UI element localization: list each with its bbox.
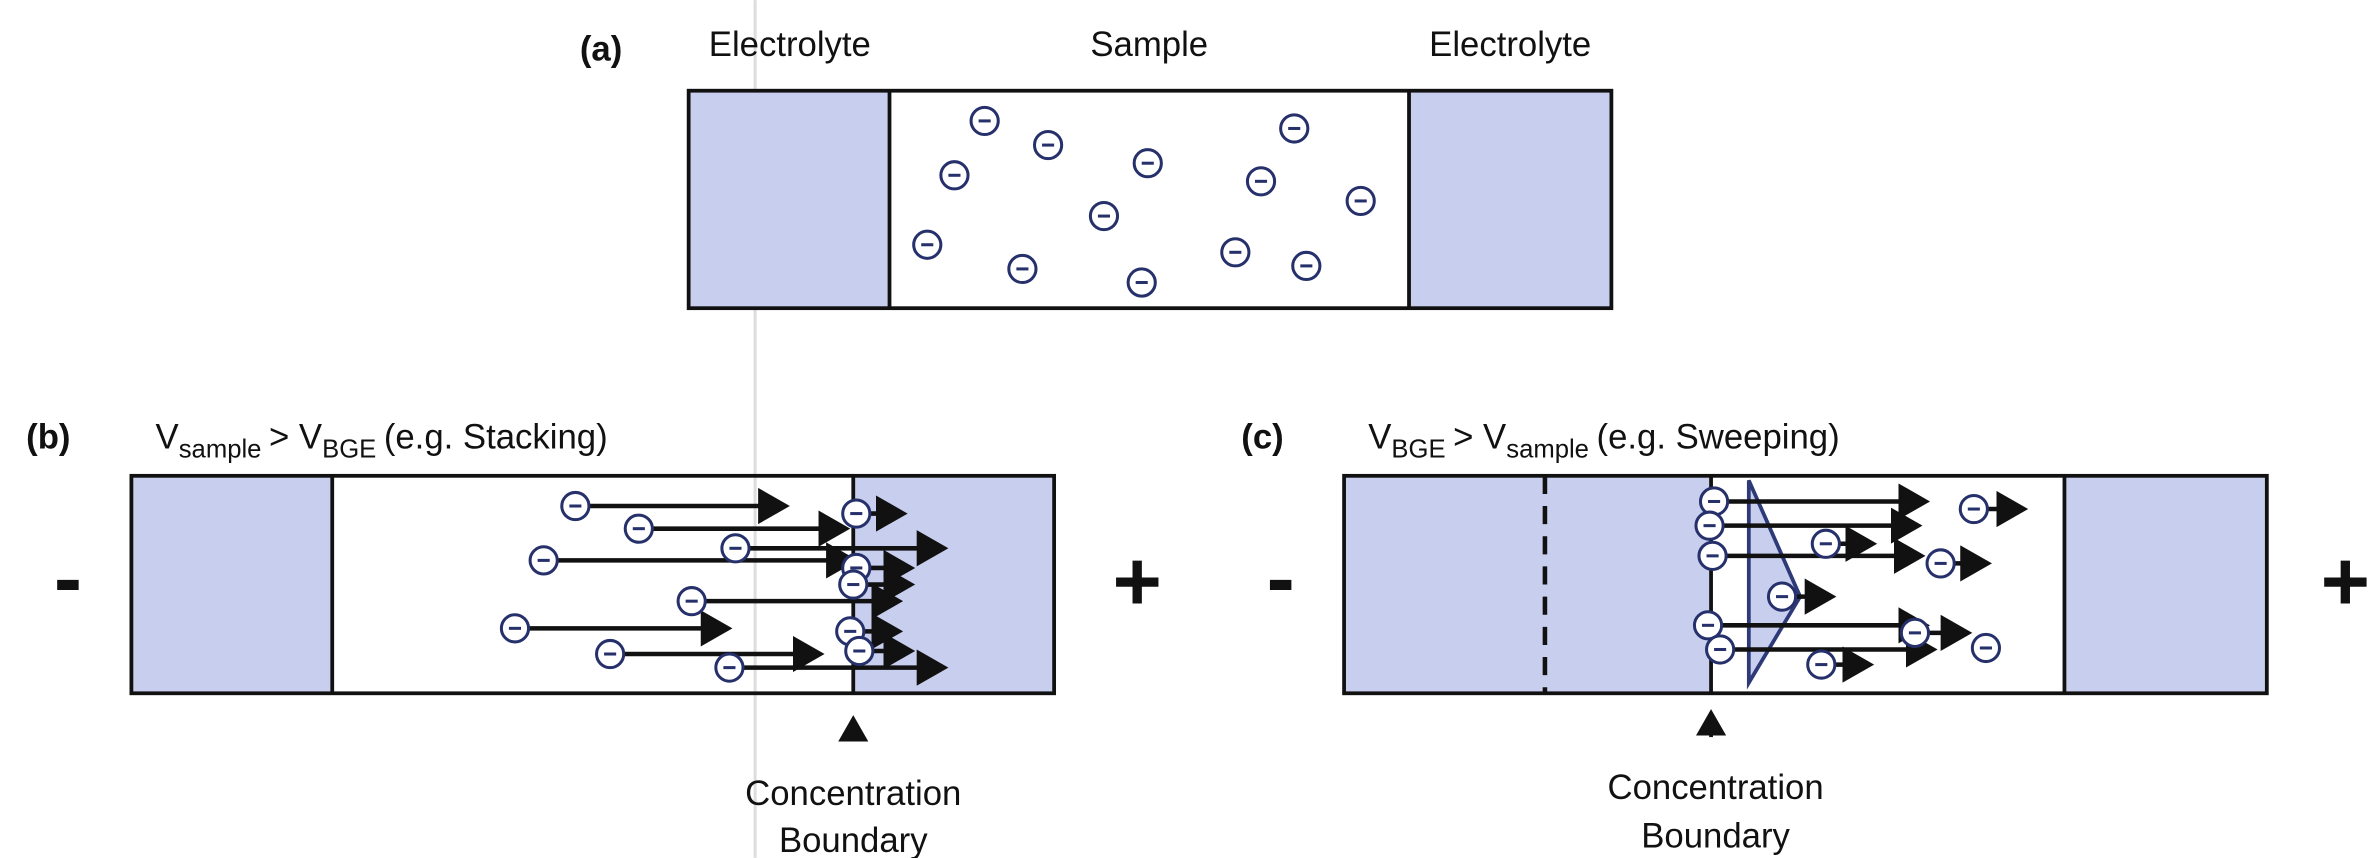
condition-note: (e.g. Stacking)	[384, 419, 608, 457]
zone-heading: Sample	[1090, 26, 1208, 64]
zone-heading: Electrolyte	[709, 26, 871, 64]
condition-part: > V	[269, 419, 322, 457]
electrolyte-zone	[2064, 476, 2266, 693]
panel-label: (c)	[1241, 419, 1283, 457]
electrolyte-zone	[1344, 476, 1711, 693]
condition-subscript: BGE	[1391, 436, 1445, 464]
panel-label: (a)	[580, 31, 622, 69]
condition-part: V	[1368, 419, 1391, 457]
condition-part: V	[156, 419, 179, 457]
page: (a) Electrolyte Sample Electrolyte (b) V…	[0, 0, 2368, 858]
electrolyte-zone	[689, 91, 890, 308]
condition-subscript: BGE	[322, 436, 376, 464]
electrode-sign: -	[1267, 530, 1295, 625]
electrode-sign: +	[2321, 533, 2368, 628]
electrode-sign: +	[1112, 533, 1161, 628]
condition-subscript: sample	[179, 436, 262, 464]
condition-part: > V	[1453, 419, 1506, 457]
condition: VBGE > Vsample (e.g. Sweeping)	[1368, 419, 1839, 464]
boundary-label: Boundary	[1641, 817, 1790, 855]
electrode-sign: -	[54, 530, 82, 625]
panel-label: (b)	[26, 419, 70, 457]
boundary-label: Concentration	[745, 775, 961, 813]
zone-heading: Electrolyte	[1429, 26, 1591, 64]
boundary-label: Boundary	[779, 822, 928, 858]
electrolyte-zone	[1409, 91, 1611, 308]
diagram: (a) Electrolyte Sample Electrolyte (b) V…	[0, 0, 2368, 858]
condition-note: (e.g. Sweeping)	[1597, 419, 1840, 457]
boundary-label: Concentration	[1608, 769, 1824, 807]
electrolyte-zone	[131, 476, 332, 693]
sweep-front	[1749, 480, 1800, 682]
condition-subscript: sample	[1506, 436, 1589, 464]
condition: Vsample> VBGE (e.g. Stacking)	[156, 419, 608, 464]
